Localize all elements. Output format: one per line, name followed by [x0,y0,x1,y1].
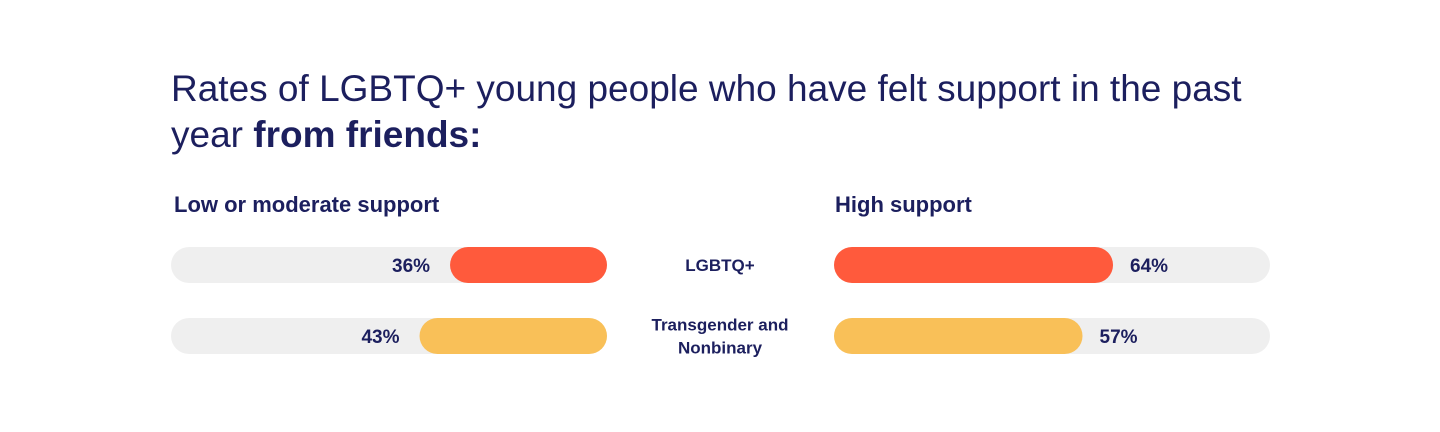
high-support-label-1: 64% [1130,256,1168,277]
high-support-label-2: 57% [1100,327,1138,348]
category-label-1: LGBTQ+ [685,256,754,275]
chart-title: Rates of LGBTQ+ young people who have fe… [171,66,1291,158]
low-support-header: Low or moderate support [174,192,440,217]
chart-title-main: Rates of LGBTQ+ young people who have fe… [171,68,1242,155]
low-support-bar-2 [419,318,607,354]
high-support-bar-2 [834,318,1083,354]
high-support-header: High support [835,192,972,217]
low-support-bar-1 [450,247,607,283]
chart-title-emphasis: from friends: [253,114,482,155]
low-support-label-2: 43% [361,327,399,348]
high-support-bar-1 [834,247,1114,283]
category-label-2: Transgender and Nonbinary [652,316,789,358]
low-support-label-1: 36% [392,256,430,277]
